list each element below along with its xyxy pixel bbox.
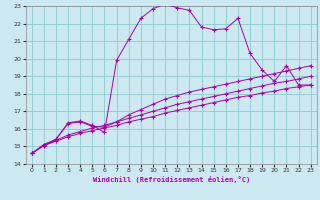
X-axis label: Windchill (Refroidissement éolien,°C): Windchill (Refroidissement éolien,°C) — [92, 176, 250, 183]
